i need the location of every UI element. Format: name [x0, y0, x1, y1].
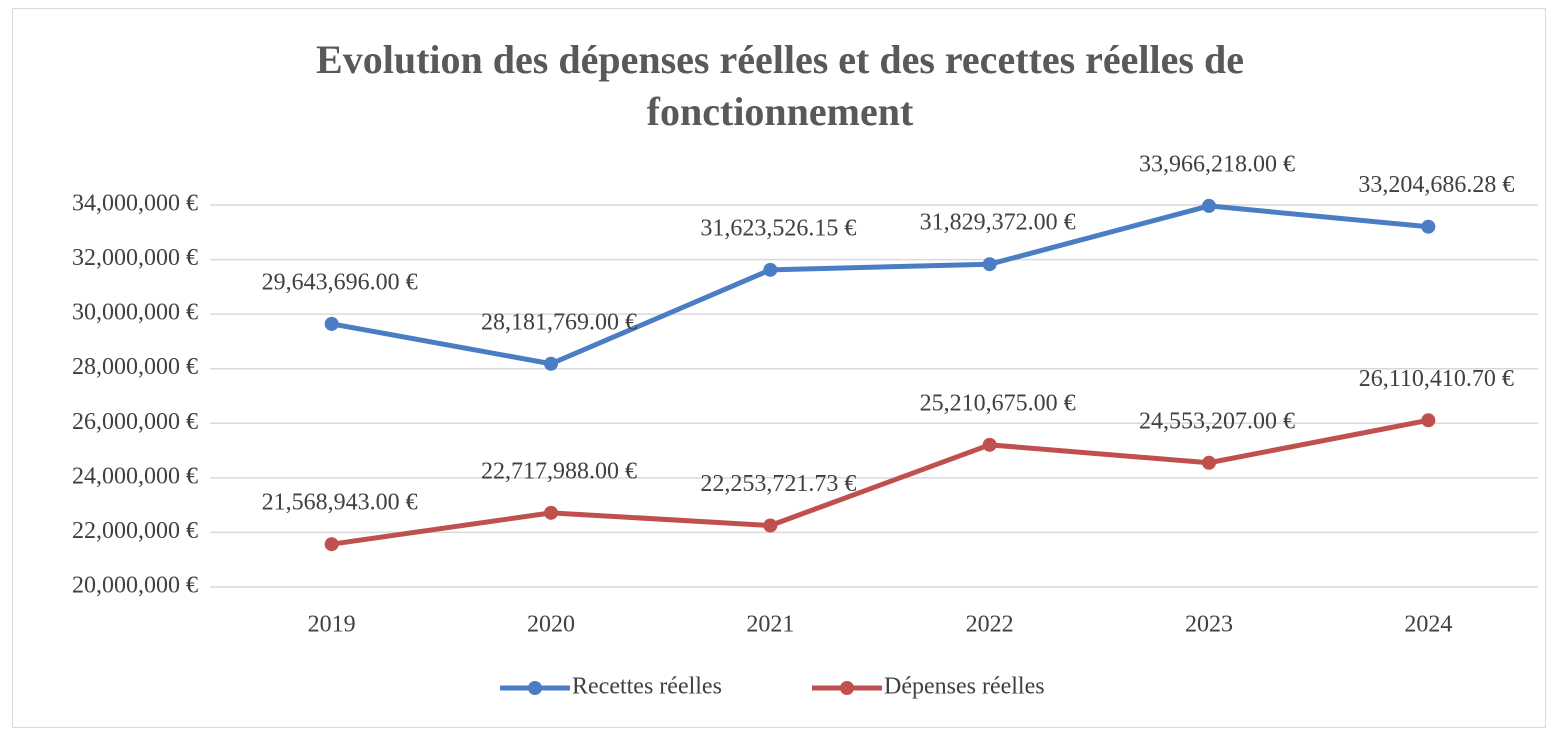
legend-label: Dépenses réelles [884, 674, 1045, 700]
chart-title: Evolution des dépenses réelles et des re… [316, 37, 1244, 134]
y-tick-label: 24,000,000 € [72, 463, 198, 489]
x-tick-label: 2023 [1185, 612, 1233, 638]
data-point [544, 356, 558, 371]
data-label: 29,643,696.00 € [262, 269, 418, 295]
data-label: 31,623,526.15 € [700, 215, 856, 241]
y-tick-label: 22,000,000 € [72, 518, 198, 544]
data-point [982, 437, 997, 452]
data-point [544, 505, 558, 520]
data-point [763, 262, 778, 277]
chart-frame [12, 8, 1546, 728]
data-label: 22,717,988.00 € [481, 458, 637, 484]
data-point [982, 257, 997, 272]
data-label: 33,204,686.28 € [1358, 172, 1514, 198]
data-point [1202, 198, 1216, 213]
data-label: 26,110,410.70 € [1359, 366, 1514, 392]
data-point [324, 537, 339, 552]
data-point [1202, 455, 1216, 470]
data-label: 33,966,218.00 € [1139, 151, 1295, 177]
y-tick-label: 32,000,000 € [72, 245, 198, 271]
data-label: 24,553,207.00 € [1139, 408, 1295, 434]
x-tick-label: 2020 [527, 612, 575, 638]
x-tick-label: 2021 [746, 612, 794, 638]
data-label: 28,181,769.00 € [481, 309, 637, 335]
y-tick-label: 20,000,000 € [72, 573, 198, 599]
data-label: 31,829,372.00 € [920, 210, 1076, 236]
y-tick-label: 30,000,000 € [72, 300, 198, 326]
y-tick-label: 28,000,000 € [72, 354, 198, 380]
data-label: 22,253,721.73 € [700, 471, 856, 497]
series-line [331, 203, 1429, 367]
series-line [331, 417, 1429, 547]
x-tick-label: 2024 [1404, 612, 1452, 638]
data-point [1421, 219, 1436, 234]
legend-marker [528, 681, 542, 695]
legend-marker [840, 681, 854, 695]
data-point [324, 316, 339, 331]
y-tick-label: 26,000,000 € [72, 409, 198, 435]
data-label: 21,568,943.00 € [262, 490, 418, 516]
data-point [1421, 413, 1436, 428]
x-tick-label: 2022 [966, 612, 1014, 638]
x-tick-label: 2019 [308, 612, 356, 638]
data-point [763, 518, 778, 533]
legend-label: Recettes réelles [572, 674, 722, 700]
y-tick-label: 34,000,000 € [72, 191, 198, 217]
data-label: 25,210,675.00 € [920, 390, 1076, 416]
